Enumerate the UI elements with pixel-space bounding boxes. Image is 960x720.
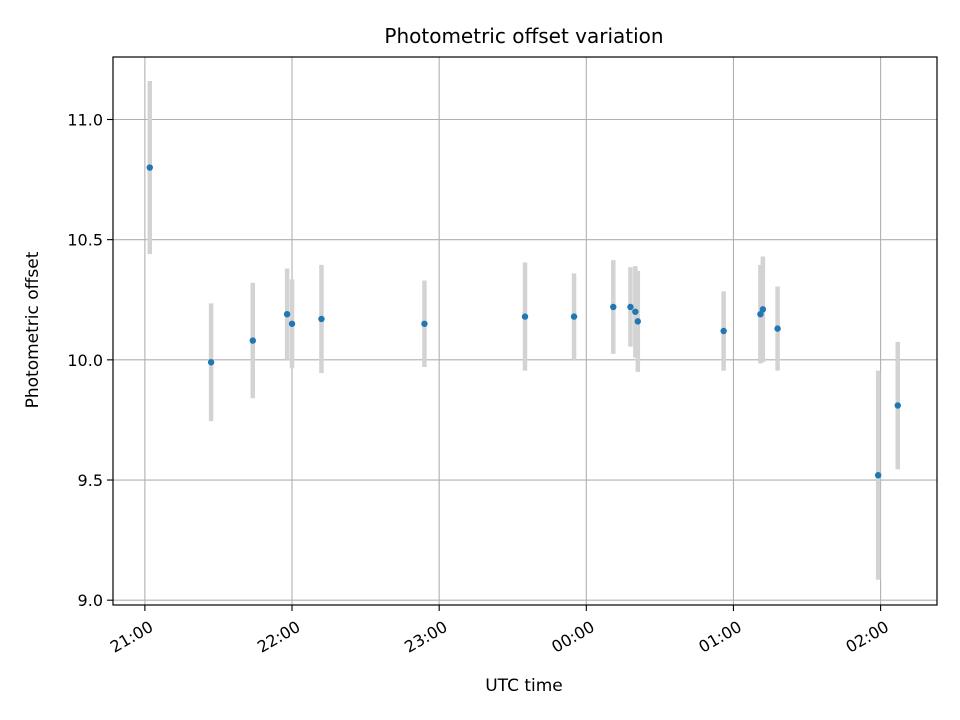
x-axis-title: UTC time — [485, 676, 563, 696]
data-point — [759, 306, 767, 313]
data-point — [207, 359, 215, 366]
data-point — [634, 318, 642, 325]
data-point — [146, 164, 153, 171]
y-axis-ticks: 9.0 9.5 10.0 10.5 11.0 — [67, 110, 113, 610]
data-point — [774, 325, 781, 332]
data-point — [249, 337, 256, 344]
chart-title: Photometric offset variation — [384, 24, 663, 48]
data-point — [318, 315, 325, 323]
data-point — [570, 313, 578, 320]
y-tick-label: 9.5 — [78, 471, 103, 490]
data-points — [146, 164, 901, 479]
data-point — [894, 402, 901, 409]
data-point — [288, 320, 296, 327]
data-point — [874, 472, 882, 479]
data-point — [283, 310, 291, 318]
y-tick-label: 11.0 — [67, 110, 103, 129]
data-point — [757, 310, 764, 318]
data-point — [521, 313, 529, 320]
y-tick-label: 9.0 — [78, 591, 103, 610]
data-point — [720, 327, 727, 335]
data-point — [627, 303, 634, 311]
data-point — [632, 308, 639, 315]
y-axis-title: Photometric offset — [23, 251, 43, 408]
plot-frame — [112, 56, 938, 606]
y-tick-label: 10.5 — [67, 231, 103, 250]
data-point — [610, 303, 617, 311]
y-tick-label: 10.0 — [67, 351, 103, 370]
data-point — [421, 320, 428, 327]
